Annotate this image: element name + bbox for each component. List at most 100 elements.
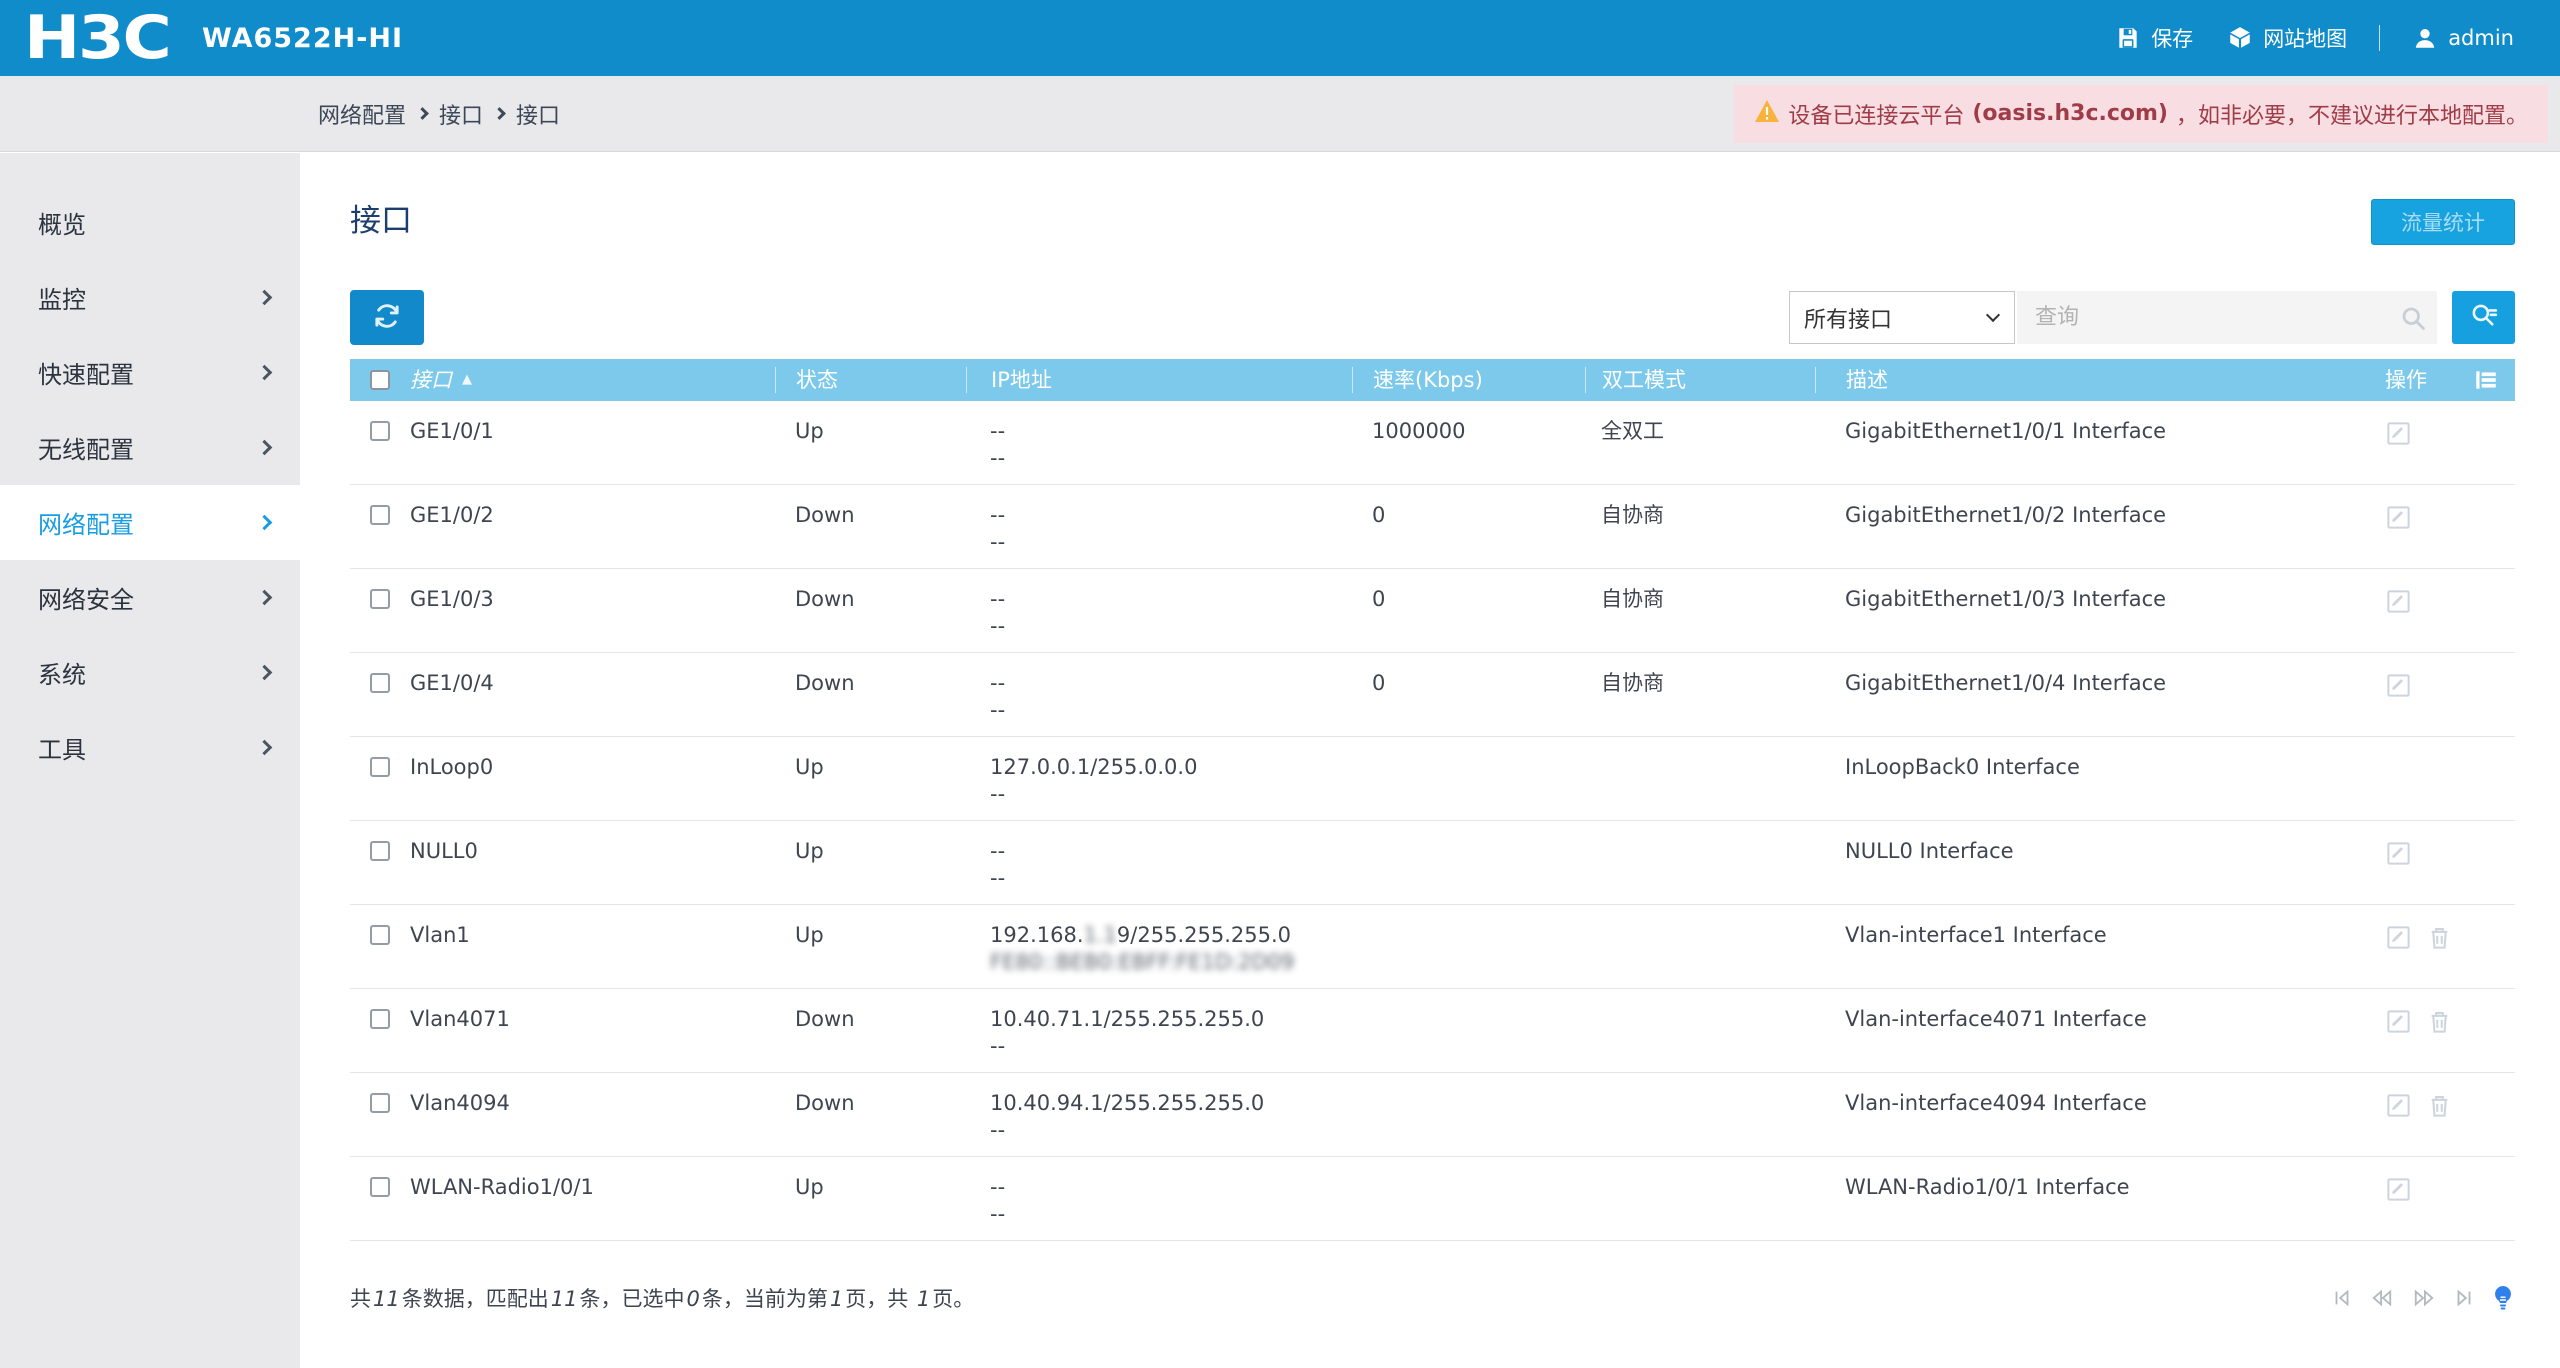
sidebar-item-label: 网络安全 bbox=[38, 586, 134, 614]
sitemap-label: 网站地图 bbox=[2263, 27, 2348, 51]
cloud-warning-banner: 设备已连接云平台 (oasis.h3c.com) ，如非必要，不建议进行本地配置。 bbox=[1734, 84, 2548, 143]
sidebar-item-概览[interactable]: 概览 bbox=[0, 185, 300, 260]
warning-text-pre: 设备已连接云平台 bbox=[1788, 103, 1965, 129]
refresh-icon bbox=[371, 300, 403, 336]
chevron-down-icon bbox=[1985, 307, 2001, 323]
edit-icon[interactable] bbox=[2385, 504, 2412, 531]
edit-icon[interactable] bbox=[2385, 672, 2412, 699]
row-checkbox[interactable] bbox=[370, 841, 390, 861]
edit-icon[interactable] bbox=[2385, 1176, 2412, 1203]
edit-icon[interactable] bbox=[2385, 1008, 2412, 1035]
duplex-mode bbox=[1585, 737, 1815, 820]
ip-address-line1: 10.40.94.1/255.255.255.0 bbox=[990, 1091, 1265, 1115]
refresh-button[interactable] bbox=[350, 290, 424, 345]
pagination-next-icon[interactable] bbox=[2411, 1287, 2437, 1309]
column-header-description[interactable]: 描述 bbox=[1815, 367, 2355, 393]
sitemap-button[interactable]: 网站地图 bbox=[2217, 23, 2357, 53]
column-selector-icon[interactable] bbox=[2473, 367, 2499, 393]
chevron-right-icon bbox=[256, 664, 273, 681]
ip-address-line1: -- bbox=[990, 419, 1006, 443]
interface-table: 接口 ▲ 状态 IP地址 速率(Kbps) 双工模式 描述 操作 GE1/0/1… bbox=[350, 359, 2515, 1241]
sidebar-item-label: 监控 bbox=[38, 286, 86, 314]
sidebar-item-监控[interactable]: 监控 bbox=[0, 260, 300, 335]
sidebar-item-系统[interactable]: 系统 bbox=[0, 635, 300, 710]
interface-name: WLAN-Radio1/0/1 bbox=[410, 1175, 594, 1199]
ip-address-line2: -- bbox=[990, 782, 1006, 806]
interface-name: Vlan1 bbox=[410, 923, 470, 947]
row-checkbox[interactable] bbox=[370, 505, 390, 525]
sidebar-item-label: 快速配置 bbox=[38, 361, 134, 389]
interface-speed: 1000000 bbox=[1372, 419, 1466, 443]
edit-icon[interactable] bbox=[2385, 924, 2412, 951]
interface-description: GigabitEthernet1/0/1 Interface bbox=[1845, 419, 2167, 443]
row-checkbox[interactable] bbox=[370, 673, 390, 693]
column-header-ip[interactable]: IP地址 bbox=[966, 367, 1352, 393]
pagination-first-icon[interactable] bbox=[2331, 1287, 2353, 1309]
pagination-last-icon[interactable] bbox=[2453, 1287, 2475, 1309]
interface-filter-select[interactable]: 所有接口 bbox=[1789, 291, 2015, 344]
interface-status: Up bbox=[795, 755, 824, 779]
column-header-interface[interactable]: 接口 ▲ bbox=[410, 368, 472, 392]
sidebar-item-无线配置[interactable]: 无线配置 bbox=[0, 410, 300, 485]
breadcrumb-item[interactable]: 接口 bbox=[439, 103, 484, 129]
interface-speed: 0 bbox=[1372, 671, 1386, 695]
ip-address-line1: -- bbox=[990, 1175, 1006, 1199]
row-checkbox[interactable] bbox=[370, 421, 390, 441]
edit-icon[interactable] bbox=[2385, 588, 2412, 615]
interface-status: Up bbox=[795, 419, 824, 443]
delete-icon[interactable] bbox=[2426, 1008, 2453, 1035]
sidebar-item-网络安全[interactable]: 网络安全 bbox=[0, 560, 300, 635]
duplex-mode bbox=[1585, 1073, 1815, 1156]
row-checkbox[interactable] bbox=[370, 589, 390, 609]
advanced-search-button[interactable] bbox=[2452, 291, 2515, 344]
table-row: GE1/0/3 Down -- -- 0 自协商 GigabitEthernet… bbox=[350, 569, 2515, 653]
delete-icon[interactable] bbox=[2426, 1092, 2453, 1119]
sidebar-item-快速配置[interactable]: 快速配置 bbox=[0, 335, 300, 410]
row-checkbox[interactable] bbox=[370, 1093, 390, 1113]
interface-status: Up bbox=[795, 839, 824, 863]
table-header-row: 接口 ▲ 状态 IP地址 速率(Kbps) 双工模式 描述 操作 bbox=[350, 359, 2515, 401]
interface-description: InLoopBack0 Interface bbox=[1845, 755, 2080, 779]
ip-address-line2: -- bbox=[990, 446, 1006, 470]
save-button[interactable]: 保存 bbox=[2105, 23, 2203, 53]
record-count-summary: 共11条数据，匹配出11条，已选中0条，当前为第1页，共 1页。 bbox=[350, 1287, 975, 1311]
interface-status: Down bbox=[795, 587, 855, 611]
row-checkbox[interactable] bbox=[370, 925, 390, 945]
column-header-status[interactable]: 状态 bbox=[775, 367, 966, 393]
table-row: Vlan1 Up 192.168.1.19/255.255.255.0 FE80… bbox=[350, 905, 2515, 989]
interface-speed: 0 bbox=[1372, 503, 1386, 527]
row-checkbox[interactable] bbox=[370, 1177, 390, 1197]
main-content: 接口 流量统计 所有接口 bbox=[300, 153, 2560, 1368]
traffic-stats-button[interactable]: 流量统计 bbox=[2371, 199, 2515, 245]
interface-name: GE1/0/3 bbox=[410, 587, 494, 611]
table-body: GE1/0/1 Up -- -- 1000000 全双工 GigabitEthe… bbox=[350, 401, 2515, 1241]
sub-bar: 网络配置 接口 接口 设备已连接云平台 (oasis.h3c.com) ，如非必要，… bbox=[0, 76, 2560, 152]
tip-bulb-icon[interactable] bbox=[2491, 1285, 2515, 1311]
breadcrumb: 网络配置 接口 接口 bbox=[318, 98, 560, 130]
chevron-right-icon bbox=[256, 589, 273, 606]
column-header-duplex[interactable]: 双工模式 bbox=[1585, 367, 1815, 393]
sort-ascending-icon: ▲ bbox=[462, 372, 472, 387]
breadcrumb-item: 接口 bbox=[516, 103, 561, 129]
table-row: NULL0 Up -- -- NULL0 Interface bbox=[350, 821, 2515, 905]
interface-description: Vlan-interface4094 Interface bbox=[1845, 1091, 2147, 1115]
interface-name: InLoop0 bbox=[410, 755, 494, 779]
delete-icon[interactable] bbox=[2426, 924, 2453, 951]
sidebar-item-网络配置[interactable]: 网络配置 bbox=[0, 485, 300, 560]
column-header-speed[interactable]: 速率(Kbps) bbox=[1352, 367, 1585, 393]
edit-icon[interactable] bbox=[2385, 840, 2412, 867]
ip-address-line2: -- bbox=[990, 614, 1006, 638]
row-checkbox[interactable] bbox=[370, 1009, 390, 1029]
pagination-previous-icon[interactable] bbox=[2369, 1287, 2395, 1309]
duplex-mode: 全双工 bbox=[1601, 419, 1664, 443]
duplex-mode bbox=[1585, 905, 1815, 988]
breadcrumb-item[interactable]: 网络配置 bbox=[318, 103, 407, 129]
search-input[interactable] bbox=[2017, 291, 2437, 344]
select-all-checkbox[interactable] bbox=[370, 370, 390, 390]
chevron-right-icon bbox=[256, 289, 273, 306]
sidebar-item-工具[interactable]: 工具 bbox=[0, 710, 300, 785]
user-menu[interactable]: admin bbox=[2402, 25, 2524, 51]
edit-icon[interactable] bbox=[2385, 420, 2412, 447]
row-checkbox[interactable] bbox=[370, 757, 390, 777]
edit-icon[interactable] bbox=[2385, 1092, 2412, 1119]
